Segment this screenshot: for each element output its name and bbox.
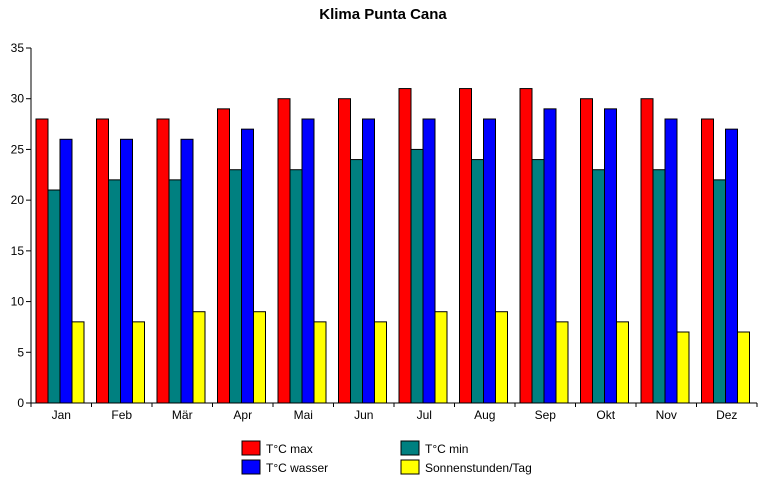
y-tick-label: 20 (11, 193, 25, 207)
bar (701, 118, 714, 404)
bar (253, 311, 266, 404)
bar (483, 118, 496, 404)
legend-label: T°C wasser (266, 461, 328, 475)
y-tick-label: 0 (17, 396, 24, 410)
bar (737, 331, 750, 404)
x-tick-label: Feb (111, 408, 132, 422)
bar (301, 118, 315, 404)
bar (132, 321, 145, 404)
x-tick-label: Apr (233, 408, 252, 422)
legend: T°C max T°C min T°C wasser Sonnenstunden/Ta… (241, 440, 532, 475)
bar (604, 108, 617, 404)
x-tick-label: Mai (294, 408, 313, 422)
bar (374, 321, 387, 404)
bar (410, 148, 424, 404)
y-tick-label: 15 (11, 244, 25, 258)
bar (592, 169, 605, 404)
bar (35, 118, 49, 404)
bar (313, 321, 327, 404)
bar (229, 169, 242, 404)
bar (47, 189, 61, 404)
bars (35, 88, 750, 404)
bar (580, 98, 593, 404)
x-tick-label: Jul (417, 408, 432, 422)
x-tick-label: Dez (716, 408, 737, 422)
legend-label: T°C max (266, 442, 313, 456)
bar (640, 98, 654, 404)
y-tick-label: 10 (11, 295, 25, 309)
x-tick-label: Jan (52, 408, 71, 422)
bar (459, 88, 472, 404)
bar (71, 321, 85, 404)
axes: 0 5 10 15 20 25 30 35 Jan Feb Mär Apr Mai Jun Jul Aug Se… (11, 41, 758, 422)
bar (277, 98, 291, 404)
bar (555, 321, 569, 404)
bar (180, 138, 194, 404)
legend-label: Sonnenstunden/Tag (425, 461, 532, 475)
x-tick-label: Mär (172, 408, 193, 422)
bar (422, 118, 436, 404)
bar (495, 311, 508, 404)
legend-label: T°C min (425, 442, 468, 456)
bar (725, 128, 738, 404)
bar (289, 169, 303, 404)
chart-title: Klima Punta Cana (319, 6, 447, 23)
bar (338, 98, 351, 404)
bar (713, 179, 726, 404)
legend-swatch (241, 459, 261, 475)
bar (108, 179, 121, 404)
bar (676, 331, 690, 404)
x-tick-label: Okt (596, 408, 615, 422)
legend-swatch (400, 459, 420, 475)
bar (616, 321, 629, 404)
x-tick-label: Nov (656, 408, 677, 422)
legend-swatch (400, 440, 420, 456)
bar (519, 88, 533, 404)
x-tick-label: Jun (354, 408, 373, 422)
bar (398, 88, 412, 404)
legend-swatch (241, 440, 261, 456)
bar (531, 159, 545, 404)
bar (120, 138, 133, 404)
y-tick-label: 30 (11, 92, 25, 106)
bar (192, 311, 206, 404)
y-tick-label: 5 (17, 345, 24, 359)
bar (362, 118, 375, 404)
bar (217, 108, 230, 404)
bar (543, 108, 557, 404)
bar (241, 128, 254, 404)
bar (434, 311, 448, 404)
bar (96, 118, 109, 404)
y-tick-label: 35 (11, 41, 25, 55)
bar (652, 169, 666, 404)
bar (168, 179, 182, 404)
bar (156, 118, 170, 404)
bar (471, 159, 484, 404)
bar (350, 159, 363, 404)
x-tick-label: Sep (535, 408, 557, 422)
bar (664, 118, 678, 404)
bar (59, 138, 73, 404)
x-tick-label: Aug (474, 408, 495, 422)
y-tick-label: 25 (11, 142, 25, 156)
